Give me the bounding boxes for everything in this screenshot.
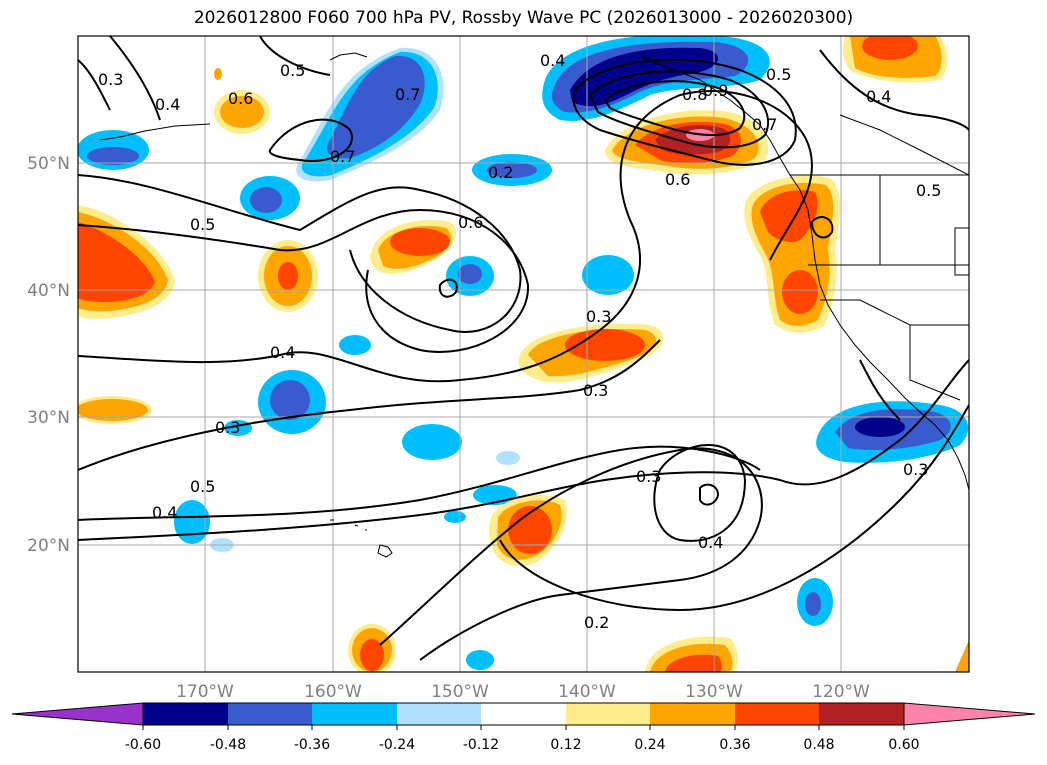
contour-label: 0.4 xyxy=(698,533,723,552)
colorbar-extend-min xyxy=(11,702,144,726)
colorbar-bin xyxy=(143,703,228,725)
colorbar-tick-label: 0.60 xyxy=(888,737,919,753)
colorbar: -0.60 -0.48 -0.36 -0.24 -0.12 0.12 0.24 … xyxy=(11,702,1036,753)
colorbar-tick-label: 0.24 xyxy=(634,737,665,753)
contour-label: 0.5 xyxy=(916,181,941,200)
contour-label: 0.7 xyxy=(395,85,420,104)
colorbar-bin xyxy=(397,703,481,725)
contour-label: 0.4 xyxy=(155,95,180,114)
colorbar-bin xyxy=(650,703,735,725)
latitude-labels: 50°N 40°N 30°N 20°N xyxy=(27,154,70,556)
lat-label: 30°N xyxy=(27,408,70,428)
lat-label: 50°N xyxy=(27,154,70,174)
contour-label: 0.9 xyxy=(703,81,728,100)
contour-label: 0.7 xyxy=(752,115,777,134)
contour-labels: 0.3 0.4 0.5 0.6 0.7 0.7 0.5 0.6 0.4 0.4 … xyxy=(98,51,941,632)
lon-label: 160°W xyxy=(304,682,362,702)
longitude-labels: 170°W 160°W 150°W 140°W 130°W 120°W xyxy=(176,682,870,702)
map-title: 2026012800 F060 700 hPa PV, Rossby Wave … xyxy=(193,8,854,28)
lon-label: 120°W xyxy=(812,682,870,702)
contour-label: 0.5 xyxy=(766,65,791,84)
colorbar-tick-label: 0.12 xyxy=(550,737,581,753)
contour-label: 0.3 xyxy=(636,467,661,486)
lon-label: 130°W xyxy=(685,682,743,702)
lon-label: 170°W xyxy=(176,682,234,702)
contour-label: 0.4 xyxy=(270,343,295,362)
contour-label: 0.4 xyxy=(540,51,565,70)
colorbar-tick-label: 0.48 xyxy=(803,737,834,753)
contour-label: 0.3 xyxy=(586,307,611,326)
contour-label: 0.4 xyxy=(866,87,891,106)
contour-label: 0.4 xyxy=(152,503,177,522)
colorbar-tick-label: -0.60 xyxy=(125,737,161,753)
contour-label: 0.3 xyxy=(903,460,928,479)
colorbar-bin xyxy=(819,703,904,725)
colorbar-tick-label: -0.48 xyxy=(210,737,246,753)
lon-label: 140°W xyxy=(558,682,616,702)
contour-label: 0.3 xyxy=(583,381,608,400)
colorbar-tick-label: -0.36 xyxy=(294,737,330,753)
colorbar-tick-label: -0.12 xyxy=(463,737,499,753)
lat-label: 20°N xyxy=(27,536,70,556)
colorbar-extend-max xyxy=(903,702,1036,726)
colorbar-bin xyxy=(566,703,650,725)
contour-label: 0.2 xyxy=(584,613,609,632)
contour-label: 0.5 xyxy=(280,61,305,80)
contour-label: 0.7 xyxy=(330,147,355,166)
pv-contours xyxy=(78,36,969,661)
lon-label: 150°W xyxy=(431,682,489,702)
colorbar-bin xyxy=(735,703,819,725)
contour-label: 0.5 xyxy=(190,477,215,496)
colorbar-bin xyxy=(481,703,566,725)
map-area: 0.3 0.4 0.5 0.6 0.7 0.7 0.5 0.6 0.4 0.4 … xyxy=(78,36,969,672)
colorbar-tick-label: -0.24 xyxy=(379,737,415,753)
lat-label: 40°N xyxy=(27,281,70,301)
contour-label: 0.8 xyxy=(682,85,707,104)
contour-label: 0.2 xyxy=(488,163,513,182)
map-frame xyxy=(77,35,970,673)
graticule xyxy=(78,36,969,672)
colorbar-tick-label: 0.36 xyxy=(719,737,750,753)
contour-label: 0.6 xyxy=(228,89,253,108)
contour-label: 0.3 xyxy=(98,70,123,89)
contour-label: 0.3 xyxy=(215,418,240,437)
contour-label: 0.6 xyxy=(458,213,483,232)
colorbar-bin xyxy=(312,703,397,725)
colorbar-bin xyxy=(228,703,312,725)
contour-label: 0.5 xyxy=(190,215,215,234)
contour-label: 0.6 xyxy=(665,170,690,189)
